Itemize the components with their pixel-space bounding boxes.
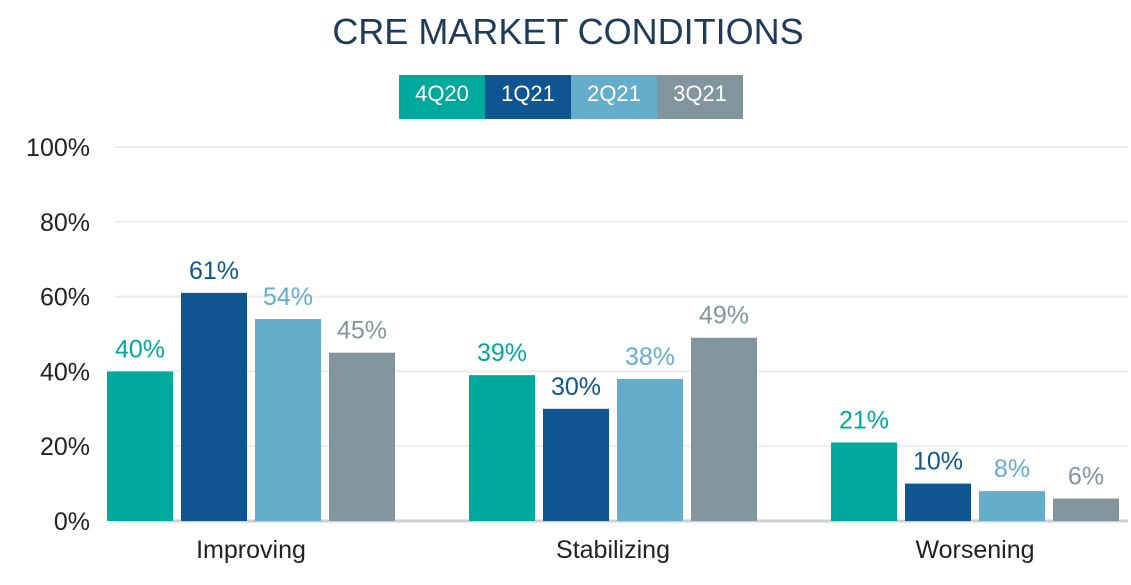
bar-worsening-1q21 [905, 483, 971, 521]
y-tick-label: 100% [26, 134, 90, 162]
data-label: 6% [1068, 463, 1104, 491]
legend: 4Q20 1Q21 2Q21 3Q21 [399, 75, 743, 119]
y-tick-label: 80% [40, 209, 90, 237]
data-label: 49% [699, 302, 749, 330]
x-category-label: Stabilizing [556, 536, 670, 564]
y-tick-label: 20% [40, 433, 90, 461]
legend-swatch-2q21 [571, 75, 657, 119]
legend-swatch-1q21 [485, 75, 571, 119]
x-axis: Improving Stabilizing Worsening [196, 536, 1034, 564]
bar-stabilizing-1q21 [543, 408, 609, 521]
bars [107, 292, 1119, 521]
x-category-label: Improving [196, 536, 306, 564]
bar-worsening-4q20 [831, 442, 897, 521]
legend-swatch-4q20 [399, 75, 485, 119]
y-tick-label: 60% [40, 284, 90, 312]
chart-title: CRE MARKET CONDITIONS [332, 11, 803, 52]
data-label: 54% [263, 283, 313, 311]
data-label: 40% [115, 335, 165, 363]
data-label: 8% [994, 455, 1030, 483]
y-tick-label: 40% [40, 358, 90, 386]
bar-worsening-3q21 [1053, 498, 1119, 521]
y-tick-label: 0% [54, 508, 90, 536]
legend-label-2q21: 2Q21 [587, 81, 641, 106]
legend-label-3q21: 3Q21 [673, 81, 727, 106]
bar-worsening-2q21 [979, 491, 1045, 521]
data-label: 38% [625, 343, 675, 371]
value-labels: 40% 61% 54% 45% 39% 30% 38% 49% 21% 10% 8% 6% [115, 257, 1104, 491]
bar-improving-1q21 [181, 292, 247, 521]
bar-improving-4q20 [107, 371, 173, 521]
data-label: 39% [477, 339, 527, 367]
data-label: 61% [189, 257, 239, 285]
y-axis: 0% 20% 40% 60% 80% 100% [26, 134, 90, 536]
data-label: 10% [913, 448, 963, 476]
legend-swatch-3q21 [657, 75, 743, 119]
bar-improving-2q21 [255, 319, 321, 521]
legend-label-4q20: 4Q20 [415, 81, 469, 106]
bar-stabilizing-4q20 [469, 375, 535, 521]
legend-label-1q21: 1Q21 [501, 81, 555, 106]
data-label: 30% [551, 373, 601, 401]
bar-improving-3q21 [329, 352, 395, 521]
data-label: 45% [337, 317, 387, 345]
data-label: 21% [839, 406, 889, 434]
x-category-label: Worsening [915, 536, 1034, 564]
bar-stabilizing-2q21 [617, 378, 683, 521]
bar-stabilizing-3q21 [691, 337, 757, 521]
